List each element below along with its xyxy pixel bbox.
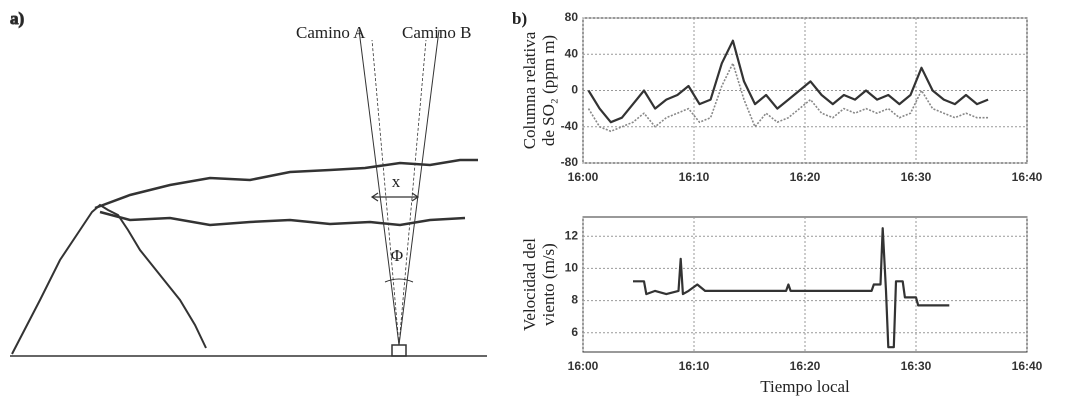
width-label: x xyxy=(392,172,401,191)
path-a-label: Camino A xyxy=(296,23,366,42)
angle-arc xyxy=(384,278,414,283)
y-tick-label: 40 xyxy=(565,46,579,60)
x-tick-label: 16:40 xyxy=(1012,170,1043,184)
path-b-line xyxy=(398,29,440,346)
y-tick-label: 80 xyxy=(565,10,579,24)
y-axis-label: viento (m/s) xyxy=(539,243,558,326)
y-tick-label: -40 xyxy=(561,119,579,133)
y-tick-label: 10 xyxy=(565,261,579,275)
x-tick-label: 16:10 xyxy=(679,359,710,373)
angle-label: Φ xyxy=(391,246,403,265)
diagram: a) xyxy=(10,8,487,357)
y-axis-label: Velocidad del xyxy=(520,238,539,331)
data-line xyxy=(587,39,989,124)
path-a-dash xyxy=(371,39,400,346)
data-line xyxy=(587,62,989,133)
plume-lower xyxy=(99,210,466,227)
x-tick-label: 16:20 xyxy=(790,359,821,373)
path-b-dash xyxy=(398,39,427,346)
y-axis-label: Columna relativa xyxy=(520,31,539,149)
data-line xyxy=(633,227,950,349)
x-tick-label: 16:30 xyxy=(901,359,932,373)
y-axis-label: de SO₂ (ppm m) xyxy=(539,35,558,146)
x-tick-label: 16:00 xyxy=(568,170,599,184)
x-tick-label: 16:10 xyxy=(679,170,710,184)
plume-upper xyxy=(94,158,478,210)
x-tick-label: 16:40 xyxy=(1012,359,1043,373)
instrument xyxy=(391,344,407,357)
panel-label: a) xyxy=(10,9,24,28)
x-tick-label: 16:00 xyxy=(568,359,599,373)
path-a-line xyxy=(358,29,400,346)
y-tick-label: 8 xyxy=(571,293,578,307)
y-tick-label: 6 xyxy=(571,325,578,339)
y-tick-label: -80 xyxy=(561,155,579,169)
panel-label: b) xyxy=(512,9,527,28)
plume-edge xyxy=(11,203,207,355)
y-tick-label: 0 xyxy=(571,83,578,97)
x-axis-label: Tiempo local xyxy=(760,377,850,396)
x-tick-label: 16:30 xyxy=(901,170,932,184)
path-b-label: Camino B xyxy=(402,23,471,42)
x-tick-label: 16:20 xyxy=(790,170,821,184)
arrow-heads xyxy=(370,192,420,202)
y-tick-label: 12 xyxy=(565,228,579,242)
